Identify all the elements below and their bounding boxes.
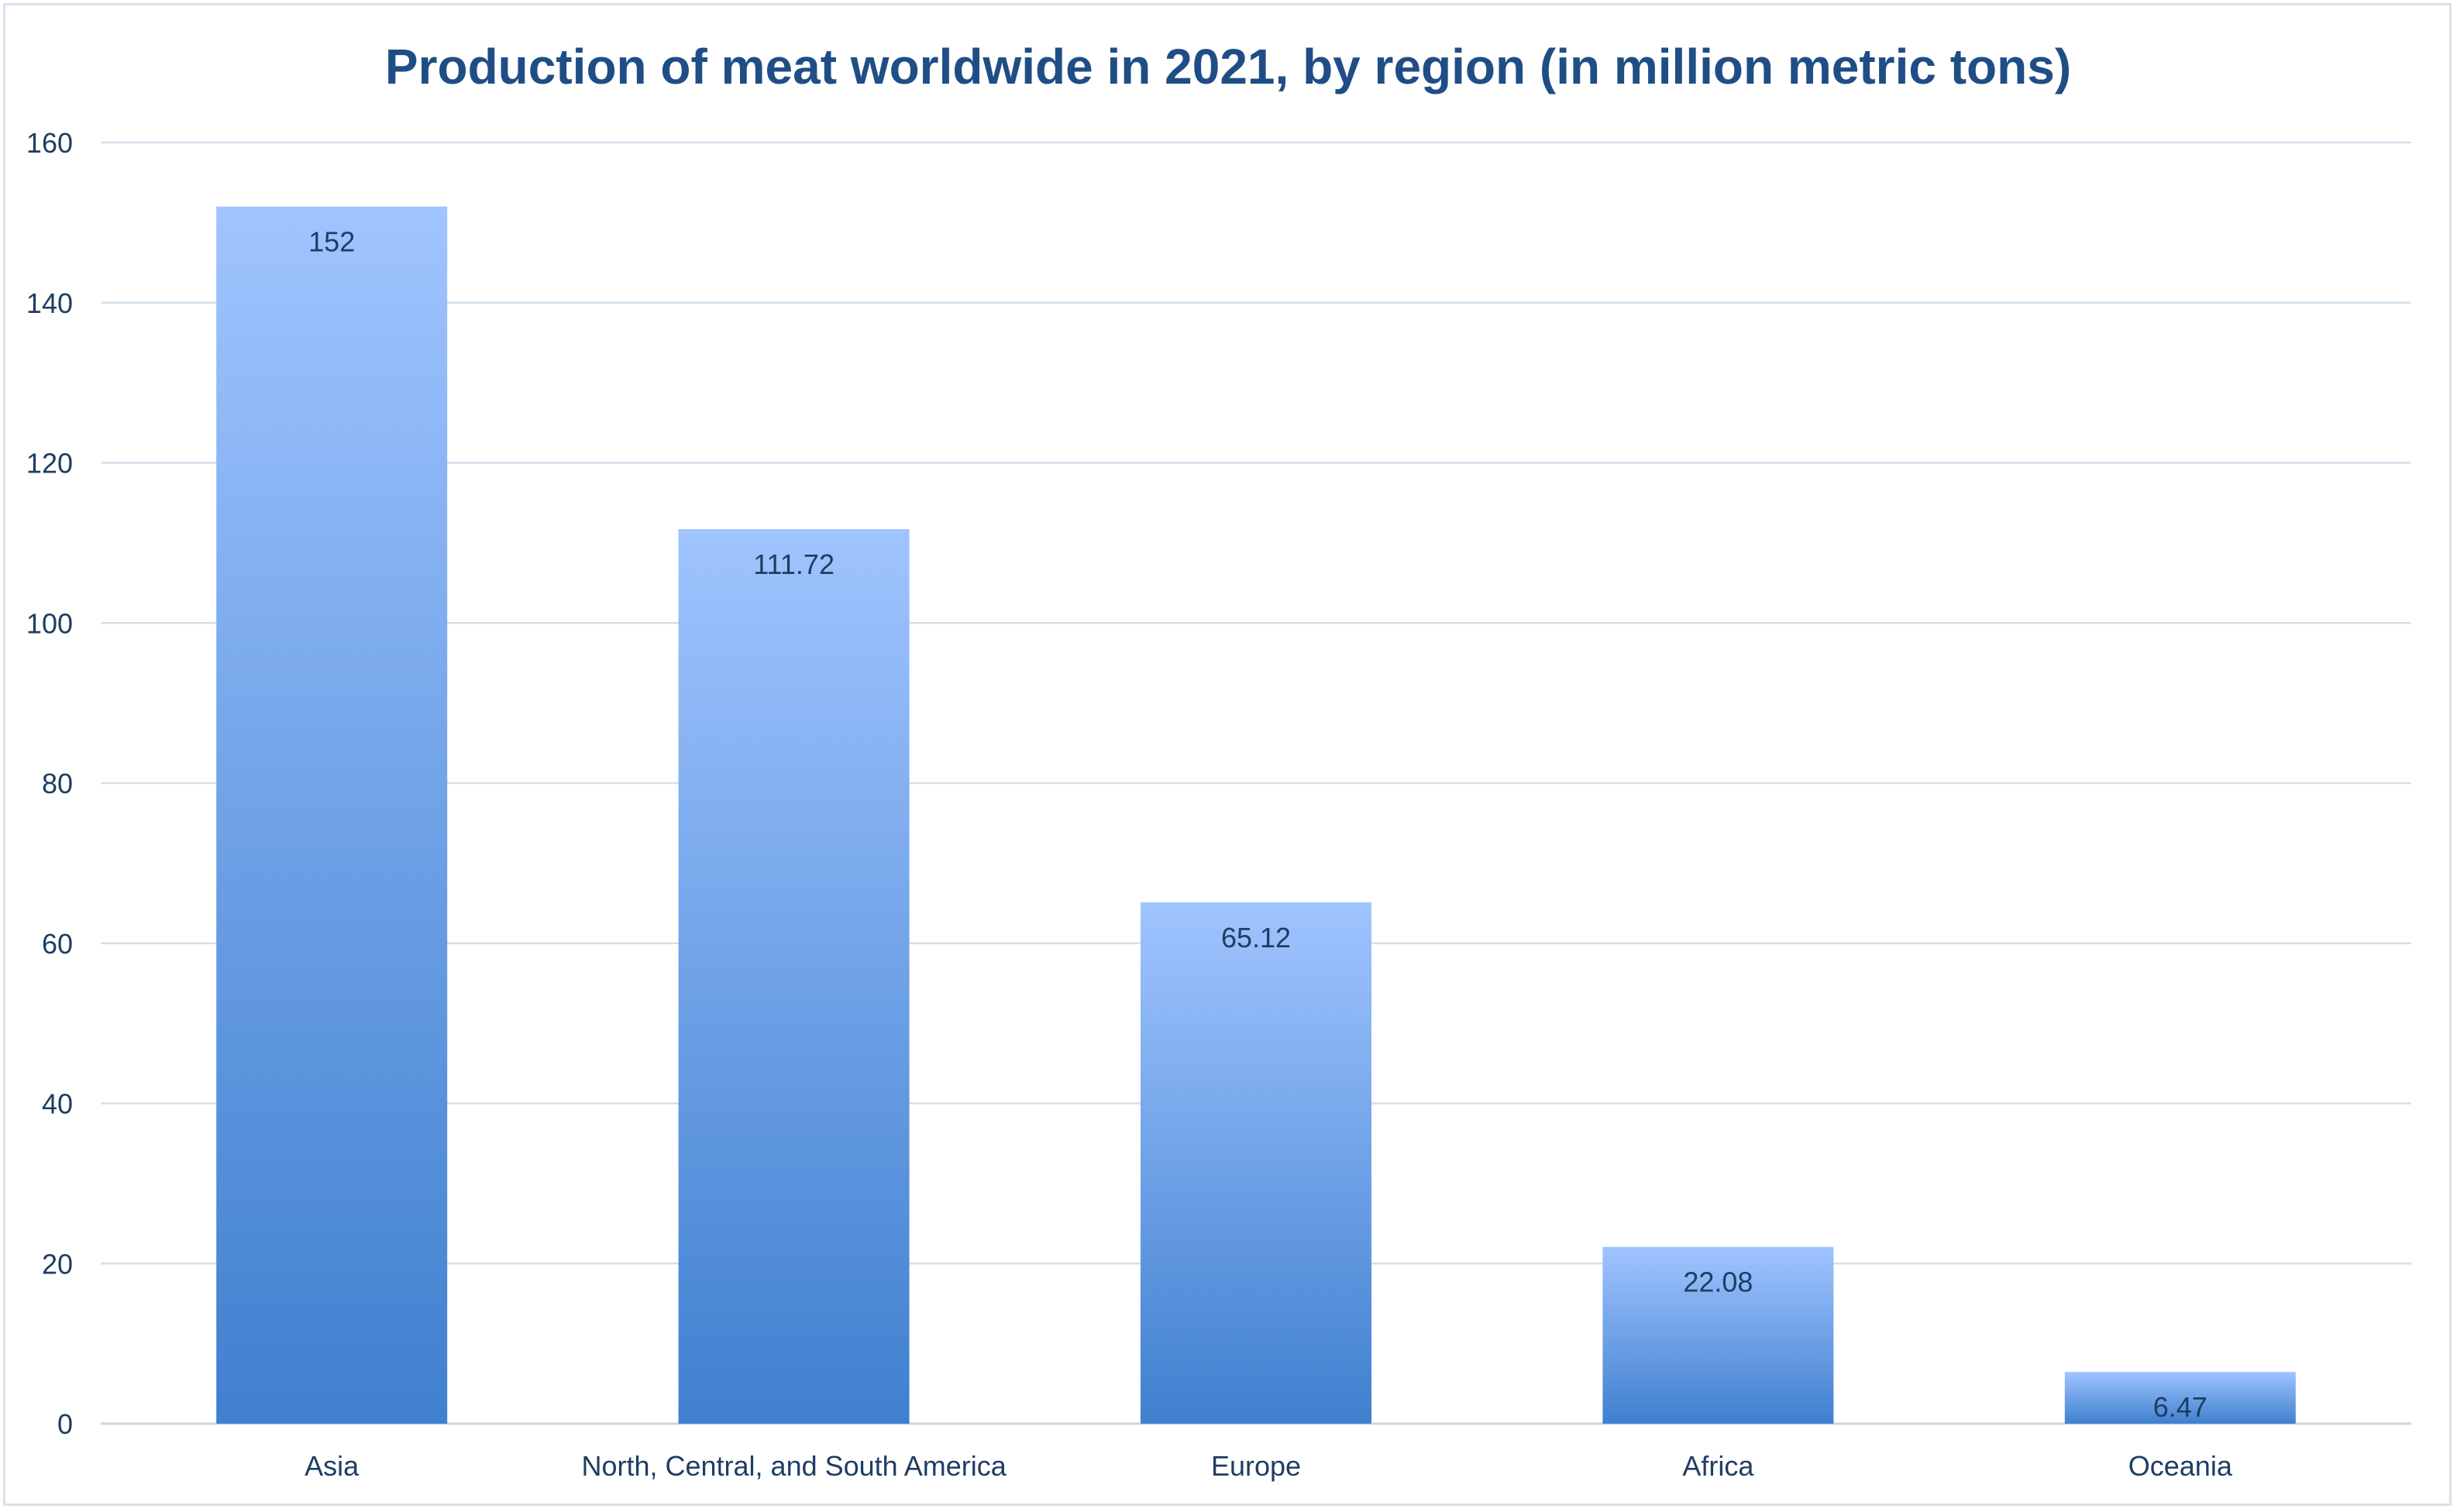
y-tick-label: 60: [42, 928, 73, 960]
chart-title: Production of meat worldwide in 2021, by…: [385, 39, 2071, 94]
y-tick-label: 140: [26, 287, 73, 319]
bar: [678, 529, 910, 1424]
bar: [1602, 1246, 1834, 1424]
bars-layer: [216, 206, 2296, 1424]
y-tick-label: 160: [26, 127, 73, 159]
y-tick-label: 40: [42, 1088, 73, 1120]
x-tick-label: Asia: [305, 1450, 360, 1482]
data-label: 6.47: [2153, 1391, 2208, 1423]
y-tick-label: 100: [26, 607, 73, 639]
y-tick-label: 0: [57, 1408, 73, 1440]
bar: [216, 206, 448, 1424]
data-label: 152: [308, 226, 355, 258]
y-tick-label: 120: [26, 448, 73, 479]
bar: [1141, 902, 1371, 1424]
data-label: 111.72: [753, 548, 834, 580]
x-tick-label: North, Central, and South America: [581, 1450, 1007, 1482]
y-tick-label: 80: [42, 768, 73, 799]
x-tick-label: Oceania: [2128, 1450, 2233, 1482]
x-tick-label: Africa: [1682, 1450, 1754, 1482]
x-tick-label: Europe: [1211, 1450, 1301, 1482]
data-label: 65.12: [1221, 922, 1291, 954]
grid-layer: [101, 141, 2411, 1425]
labels-layer: 0 20 40 60 80 100 120 140 160 152 Asia 111.72 North,…: [26, 127, 2233, 1482]
y-tick-label: 20: [42, 1248, 73, 1280]
bar: [2064, 1372, 2296, 1424]
data-label: 22.08: [1683, 1266, 1753, 1298]
